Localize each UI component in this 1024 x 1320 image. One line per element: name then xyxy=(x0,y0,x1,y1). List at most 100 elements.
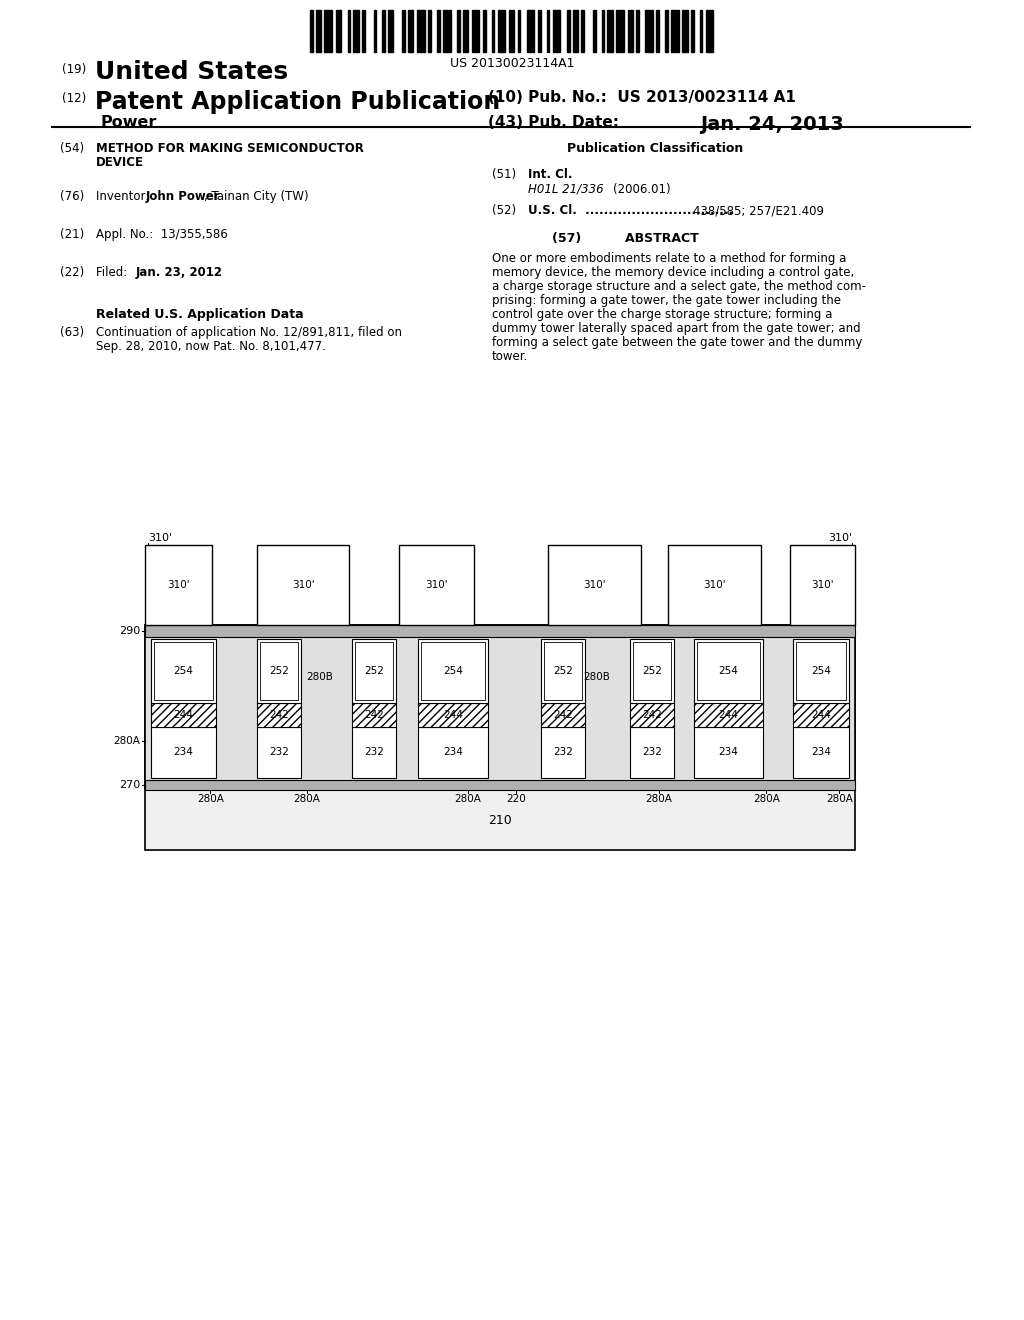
Bar xyxy=(526,11,535,51)
Text: 232: 232 xyxy=(365,747,384,758)
Text: 252: 252 xyxy=(365,667,384,676)
Bar xyxy=(145,624,855,850)
Text: Inventor:: Inventor: xyxy=(96,190,157,203)
Text: Sep. 28, 2010, now Pat. No. 8,101,477.: Sep. 28, 2010, now Pat. No. 8,101,477. xyxy=(96,341,326,352)
Text: One or more embodiments relate to a method for forming a: One or more embodiments relate to a meth… xyxy=(492,252,847,265)
Text: 280B: 280B xyxy=(306,672,333,682)
Bar xyxy=(793,726,849,777)
Bar xyxy=(352,726,396,777)
Text: Filed:: Filed: xyxy=(96,267,150,279)
Text: 252: 252 xyxy=(553,667,573,676)
Text: Patent Application Publication: Patent Application Publication xyxy=(95,90,501,114)
Text: 242: 242 xyxy=(642,710,662,719)
Text: DEVICE: DEVICE xyxy=(96,156,144,169)
Bar xyxy=(437,11,439,51)
Bar xyxy=(682,11,688,51)
Bar xyxy=(666,11,668,51)
Text: (2006.01): (2006.01) xyxy=(613,183,671,195)
Bar xyxy=(151,639,216,704)
Text: 310': 310' xyxy=(703,579,726,590)
Text: (54): (54) xyxy=(60,143,84,154)
Text: 242: 242 xyxy=(365,710,384,719)
Bar xyxy=(421,642,485,700)
Bar xyxy=(257,639,301,704)
Text: , Tainan City (TW): , Tainan City (TW) xyxy=(204,190,308,203)
Bar xyxy=(544,642,583,700)
Text: 234: 234 xyxy=(719,747,738,758)
Text: (57)          ABSTRACT: (57) ABSTRACT xyxy=(552,232,698,246)
Text: Publication Classification: Publication Classification xyxy=(567,143,743,154)
Text: 244: 244 xyxy=(811,710,830,719)
Text: (63): (63) xyxy=(60,326,84,339)
Text: 232: 232 xyxy=(553,747,573,758)
Text: Appl. No.:  13/355,586: Appl. No.: 13/355,586 xyxy=(96,228,227,242)
Bar xyxy=(541,704,585,726)
Bar xyxy=(145,624,855,638)
Bar xyxy=(409,11,414,51)
Bar xyxy=(361,11,365,51)
Text: 270: 270 xyxy=(119,780,140,789)
Text: 280A: 280A xyxy=(455,795,481,804)
Text: forming a select gate between the gate tower and the dummy: forming a select gate between the gate t… xyxy=(492,337,862,348)
Bar xyxy=(706,11,714,51)
Text: Power: Power xyxy=(100,115,157,129)
Text: 254: 254 xyxy=(811,667,830,676)
Text: US 20130023114A1: US 20130023114A1 xyxy=(450,57,574,70)
Text: Related U.S. Application Data: Related U.S. Application Data xyxy=(96,308,304,321)
Bar xyxy=(518,11,520,51)
Text: Int. Cl.: Int. Cl. xyxy=(528,168,572,181)
Bar xyxy=(336,11,341,51)
Text: 242: 242 xyxy=(269,710,289,719)
Text: 280B: 280B xyxy=(583,672,610,682)
Text: 290: 290 xyxy=(119,626,140,636)
Bar xyxy=(463,11,468,51)
Bar xyxy=(548,545,641,624)
Bar xyxy=(315,11,321,51)
Bar xyxy=(355,642,393,700)
Text: METHOD FOR MAKING SEMICONDUCTOR: METHOD FOR MAKING SEMICONDUCTOR xyxy=(96,143,364,154)
Bar xyxy=(458,11,460,51)
Bar xyxy=(694,704,764,726)
Text: 210: 210 xyxy=(488,813,512,826)
Bar xyxy=(602,11,604,51)
Bar xyxy=(509,11,514,51)
Bar xyxy=(669,545,761,624)
Bar xyxy=(607,11,612,51)
Bar xyxy=(145,780,855,789)
Bar xyxy=(257,545,349,624)
Bar xyxy=(419,704,487,726)
Bar xyxy=(547,11,549,51)
Text: John Power: John Power xyxy=(146,190,220,203)
Bar xyxy=(699,11,702,51)
Bar xyxy=(572,11,578,51)
Bar xyxy=(593,11,596,51)
Text: 280A: 280A xyxy=(197,795,224,804)
Bar xyxy=(538,11,541,51)
Bar xyxy=(796,642,846,700)
Bar xyxy=(151,726,216,777)
Bar xyxy=(630,639,674,704)
Bar xyxy=(694,639,764,704)
Bar xyxy=(541,639,585,704)
Text: Continuation of application No. 12/891,811, filed on: Continuation of application No. 12/891,8… xyxy=(96,326,402,339)
Bar xyxy=(399,545,474,624)
Text: 244: 244 xyxy=(173,710,194,719)
Bar xyxy=(347,11,350,51)
Text: 244: 244 xyxy=(719,710,738,719)
Bar xyxy=(260,642,298,700)
Bar xyxy=(151,704,216,726)
Text: Jan. 23, 2012: Jan. 23, 2012 xyxy=(136,267,223,279)
Text: (12): (12) xyxy=(62,92,86,106)
Text: 254: 254 xyxy=(173,667,194,676)
Text: 438/585; 257/E21.409: 438/585; 257/E21.409 xyxy=(693,205,824,216)
Bar xyxy=(154,642,213,700)
Bar xyxy=(419,639,487,704)
Text: 310': 310' xyxy=(148,533,172,543)
Text: United States: United States xyxy=(95,59,288,84)
Bar xyxy=(492,11,495,51)
Bar xyxy=(694,726,764,777)
Bar xyxy=(402,11,406,51)
Bar xyxy=(382,11,385,51)
Bar xyxy=(630,704,674,726)
Text: (52): (52) xyxy=(492,205,516,216)
